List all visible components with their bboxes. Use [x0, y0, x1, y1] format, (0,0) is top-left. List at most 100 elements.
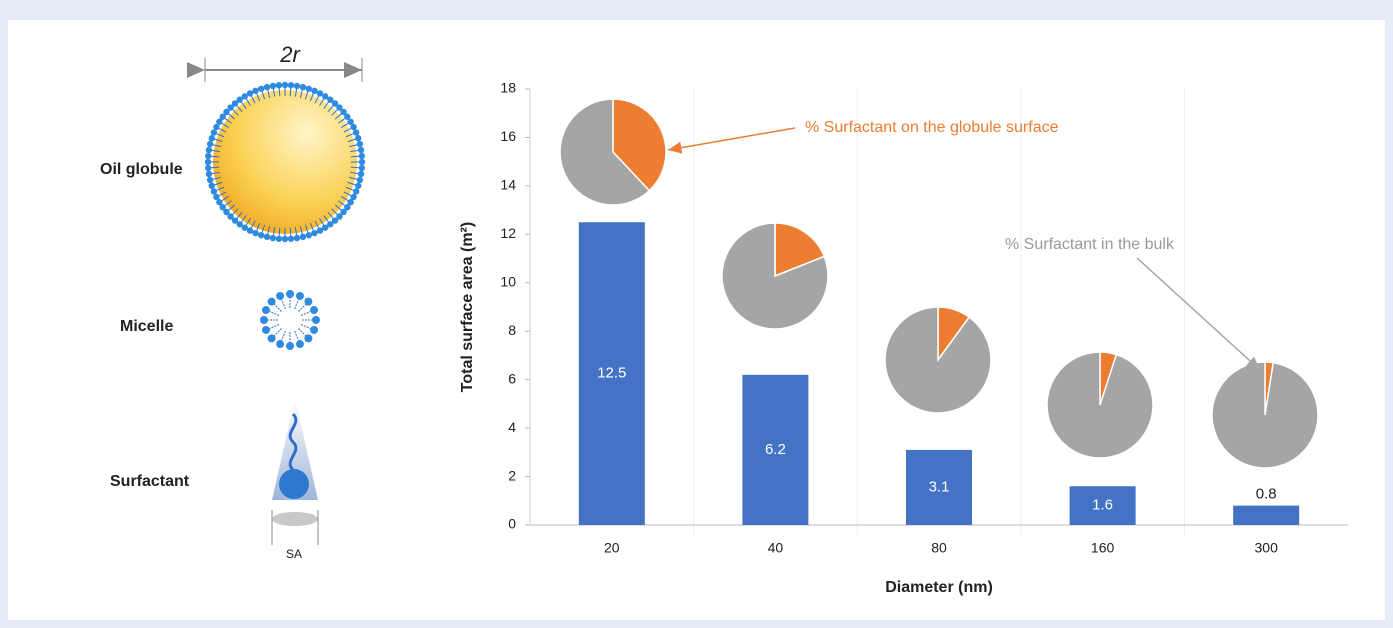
- lipid-tail: [250, 95, 256, 104]
- lipid-head: [357, 170, 365, 178]
- lipid-head: [347, 199, 354, 206]
- lipid-head: [252, 229, 259, 237]
- lipid-head: [281, 235, 289, 243]
- lipid-head: [258, 232, 265, 239]
- lipid-head: [236, 221, 243, 228]
- micelle-head: [276, 291, 285, 300]
- data-label: 6.2: [765, 441, 786, 458]
- lipid-tail: [267, 226, 271, 235]
- lipid-tail: [216, 133, 225, 138]
- lipid-head: [316, 227, 324, 234]
- micelle-tail: [269, 311, 280, 316]
- annotation-arrow: [667, 127, 796, 154]
- lipid-tail: [294, 227, 298, 236]
- lipid-tail: [216, 186, 225, 191]
- lipid-head: [352, 188, 360, 195]
- lipid-head: [355, 135, 362, 142]
- micelle-tail: [274, 328, 282, 336]
- lipid-tail: [261, 91, 266, 100]
- lipid-tail: [304, 224, 309, 233]
- lipid-head: [219, 113, 226, 120]
- micelle-head: [304, 334, 313, 343]
- y-tick-label: 2: [508, 467, 516, 483]
- bar: [1069, 486, 1136, 525]
- lipid-head: [311, 229, 318, 237]
- lipid-tail: [224, 200, 232, 206]
- lipid-head: [340, 208, 347, 216]
- data-label: 1.6: [1092, 497, 1113, 514]
- lipid-head: [263, 233, 271, 241]
- lipid-head: [206, 140, 214, 148]
- y-tick-label: 0: [508, 516, 516, 532]
- lipid-tail: [214, 181, 223, 186]
- lipid-head: [213, 123, 220, 131]
- x-tick-label: 300: [1255, 540, 1279, 556]
- lipid-tail: [319, 218, 325, 226]
- lipid-tail: [221, 122, 229, 128]
- y-tick-label: 6: [508, 370, 516, 386]
- lipid-head: [216, 118, 223, 125]
- lipid-tail: [349, 144, 358, 148]
- lipid-tail: [309, 222, 314, 231]
- lipid-head: [299, 83, 307, 91]
- lipid-head: [263, 83, 271, 91]
- lipid-head: [316, 90, 324, 97]
- lipid-tail: [241, 215, 247, 223]
- lipid-tail: [211, 171, 220, 175]
- lipid-head: [269, 82, 277, 90]
- lipid-tail: [221, 196, 229, 202]
- lipid-tail: [341, 196, 349, 202]
- lipid-tail: [343, 127, 352, 133]
- lipid-head: [287, 82, 295, 89]
- micelle-head: [261, 325, 270, 334]
- lipid-tail: [272, 227, 276, 236]
- x-tick-label: 40: [768, 540, 784, 556]
- lipid-tail: [338, 118, 346, 124]
- lipid-head: [205, 170, 213, 178]
- y-tick-label: 14: [500, 177, 516, 193]
- lipid-tail: [267, 89, 271, 98]
- lipid-tail: [350, 149, 359, 153]
- lipid-head: [350, 193, 357, 201]
- lipid-tail: [314, 95, 320, 104]
- x-tick-label: 80: [931, 540, 947, 556]
- micelle-head: [260, 316, 268, 324]
- annotation: % Surfactant in the bulk: [1005, 236, 1175, 253]
- micelle-tail: [294, 330, 299, 341]
- lipid-head: [231, 217, 239, 224]
- lipid-head: [356, 140, 364, 148]
- micelle-tail: [300, 324, 311, 329]
- lipid-tail: [250, 220, 256, 229]
- y-tick-label: 4: [508, 419, 516, 435]
- lipid-head: [322, 224, 329, 231]
- lipid-head: [357, 146, 365, 154]
- diagram: 2r Oil globule Micelle Surfactant SA: [100, 42, 366, 561]
- y-axis-label: Total surface area (m²): [459, 222, 476, 392]
- lipid-tail: [319, 98, 325, 106]
- lipid-tail: [350, 166, 359, 169]
- lipid-head: [208, 135, 215, 142]
- oil-globule: [213, 90, 357, 234]
- lipid-tail: [218, 191, 227, 197]
- lipid-tail: [309, 93, 314, 102]
- pie-slice: [774, 222, 826, 278]
- lipid-tail: [347, 181, 356, 186]
- data-label: 0.8: [1256, 486, 1277, 503]
- lipid-head: [331, 217, 339, 224]
- lipid-tail: [323, 101, 329, 109]
- lipid-head: [358, 164, 365, 172]
- surfactant-tail: [288, 412, 298, 472]
- lipid-head: [287, 235, 295, 242]
- x-axis-label: Diameter (nm): [885, 579, 993, 596]
- micelle-tail: [298, 328, 306, 336]
- bar: [742, 374, 809, 525]
- micelle-head: [312, 316, 320, 324]
- lipid-head: [305, 232, 312, 239]
- micelle-tail: [281, 299, 286, 310]
- lipid-head: [210, 129, 218, 136]
- lipid-head: [205, 164, 212, 172]
- lipid-tail: [294, 88, 298, 97]
- lipid-tail: [350, 171, 359, 175]
- lipid-head: [213, 193, 220, 201]
